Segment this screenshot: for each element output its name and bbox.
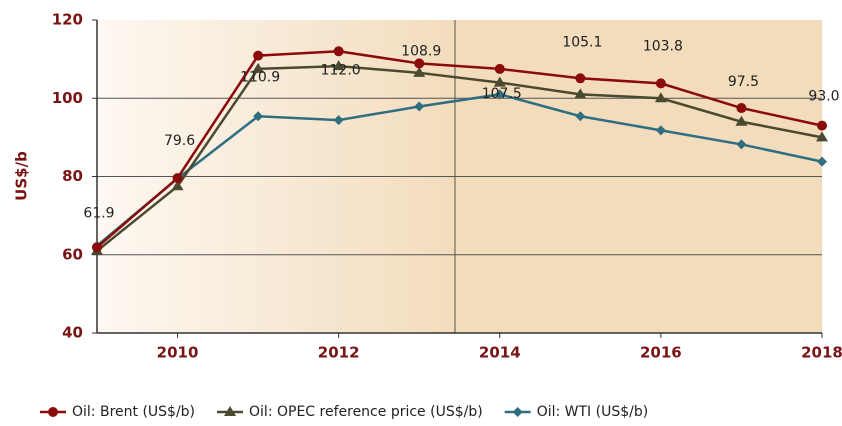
legend-marker — [48, 407, 58, 417]
x-tick-label: 2014 — [479, 344, 521, 362]
data-label: 105.1 — [562, 34, 602, 50]
legend-marker — [512, 407, 523, 417]
data-point — [736, 103, 747, 114]
series-line — [96, 50, 823, 249]
data-label: 79.6 — [164, 133, 195, 149]
x-tick-label: 2010 — [157, 344, 199, 362]
data-point — [253, 111, 264, 122]
x-tick-label: 2016 — [640, 344, 682, 362]
legend-label: Oil: OPEC reference price (US$/b) — [249, 404, 483, 420]
data-point — [654, 92, 667, 103]
data-point — [574, 88, 587, 99]
data-point — [414, 101, 425, 112]
data-point — [493, 76, 506, 87]
data-point — [252, 62, 265, 73]
data-point — [575, 73, 586, 84]
legend-label: Oil: WTI (US$/b) — [537, 404, 649, 420]
legend-marker — [224, 406, 237, 416]
data-point — [333, 115, 344, 126]
data-point — [575, 111, 586, 122]
y-tick-label: 80 — [62, 167, 83, 185]
data-label: 97.5 — [728, 74, 759, 90]
data-point — [817, 120, 827, 131]
legend-label: Oil: Brent (US$/b) — [72, 404, 195, 420]
y-tick-label: 100 — [52, 89, 83, 107]
data-point — [816, 131, 828, 142]
series-line — [96, 93, 823, 247]
data-point — [172, 173, 183, 184]
data-point — [494, 89, 505, 100]
data-point — [171, 180, 184, 191]
data-label: 93.0 — [808, 89, 839, 105]
data-point — [414, 58, 425, 69]
data-label: 112.0 — [321, 62, 361, 78]
x-tick-label: 2018 — [801, 344, 842, 362]
series-line — [96, 64, 823, 252]
y-axis-label: US$/b — [13, 151, 31, 201]
data-point — [333, 46, 344, 57]
data-point — [655, 125, 666, 136]
data-label: 107.5 — [482, 86, 522, 102]
data-point — [253, 50, 264, 61]
data-point — [817, 156, 827, 167]
data-point — [92, 242, 102, 253]
y-tick-label: 60 — [62, 245, 83, 263]
data-point — [735, 115, 748, 126]
data-label: 110.9 — [240, 70, 280, 86]
x-tick-label: 2012 — [318, 344, 360, 362]
data-label: 61.9 — [83, 205, 114, 221]
data-point — [494, 63, 505, 74]
data-point — [655, 78, 666, 89]
data-label: 103.8 — [643, 38, 683, 54]
data-label: 108.9 — [401, 43, 441, 59]
data-point — [332, 60, 345, 71]
y-tick-label: 40 — [62, 324, 83, 342]
y-tick-label: 120 — [52, 11, 83, 29]
data-point — [736, 139, 747, 150]
data-point — [413, 66, 426, 77]
